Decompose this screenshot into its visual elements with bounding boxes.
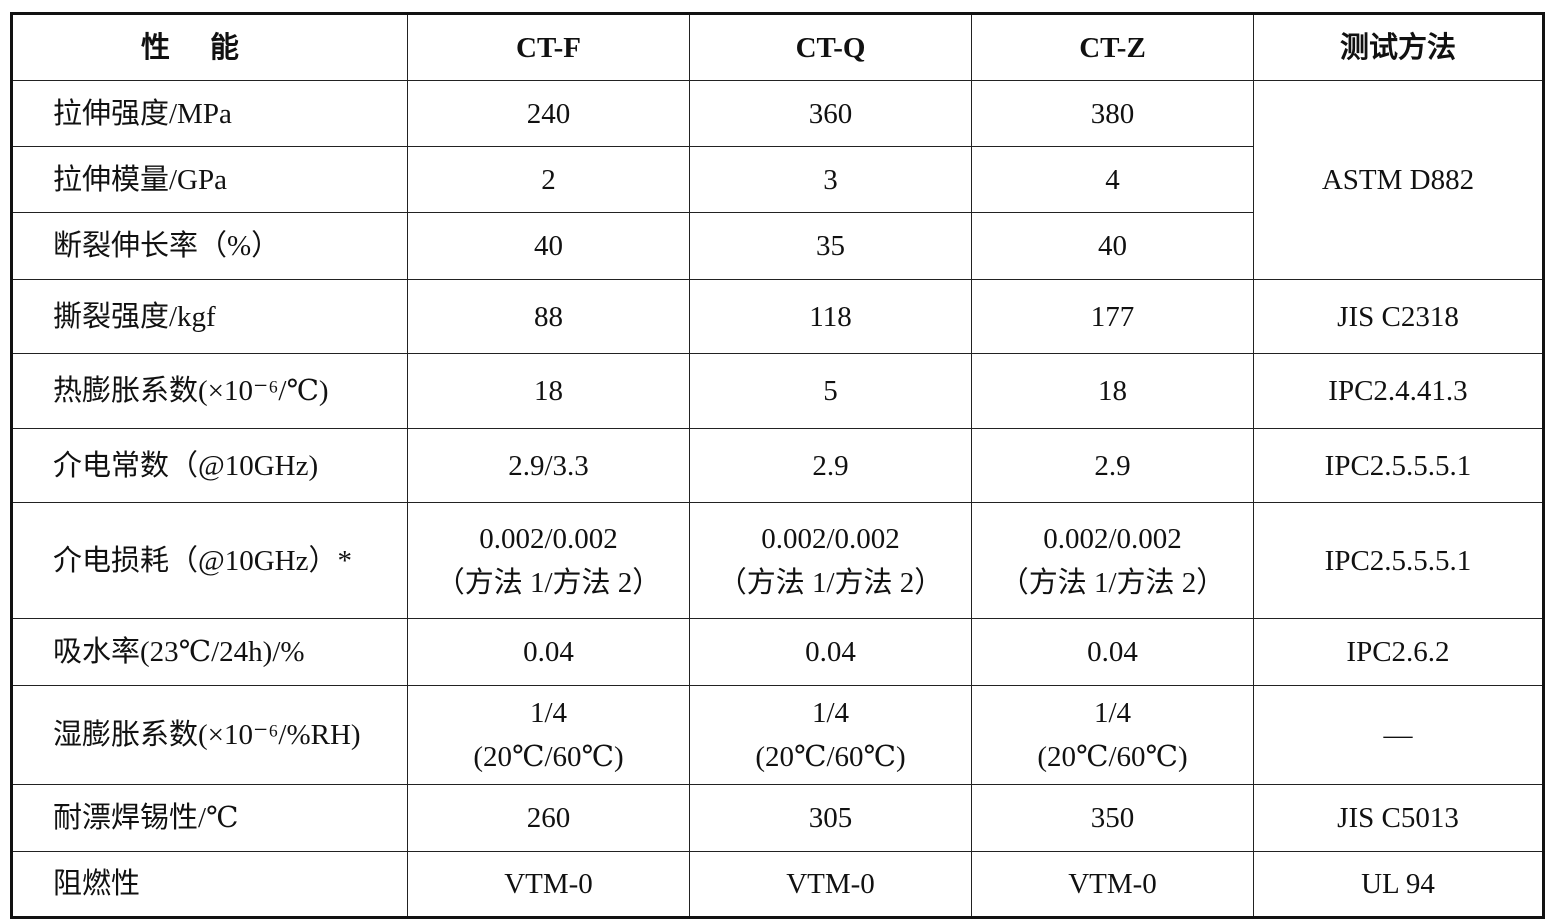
property-cell: 介电损耗（@10GHz）* xyxy=(11,502,408,619)
value-cell: 2.9 xyxy=(689,428,972,503)
value-cell: 0.04 xyxy=(689,618,972,686)
value-cell: 35 xyxy=(689,212,972,280)
value-cell: 0.002/0.002 （方法 1/方法 2） xyxy=(689,502,972,619)
value-cell: 350 xyxy=(971,784,1254,852)
value-cell: 40 xyxy=(971,212,1254,280)
value-cell: 305 xyxy=(689,784,972,852)
value-cell: 4 xyxy=(971,146,1254,213)
value-cell: VTM-0 xyxy=(407,851,690,918)
value-cell: 2 xyxy=(407,146,690,213)
value-cell: 40 xyxy=(407,212,690,280)
header-cell: CT-F xyxy=(407,13,690,81)
property-cell: 拉伸强度/MPa xyxy=(11,80,408,147)
table-row: 介电损耗（@10GHz）* 0.002/0.002 （方法 1/方法 2） 0.00… xyxy=(11,502,1544,619)
property-table: 性能 CT-F CT-Q CT-Z 测试方法 拉伸强度/MPa 240 360 380 ASTM… xyxy=(10,12,1545,919)
property-cell: 拉伸模量/GPa xyxy=(11,146,408,213)
table-row: 介电常数（@10GHz) 2.9/3.3 2.9 2.9 IPC2.5.5.5.1 xyxy=(11,428,1544,503)
value-cell: 2.9 xyxy=(971,428,1254,503)
method-cell: JIS C2318 xyxy=(1253,279,1544,354)
value-cell: 2.9/3.3 xyxy=(407,428,690,503)
value-cell: 0.04 xyxy=(407,618,690,686)
property-cell: 湿膨胀系数(×10⁻⁶/%RH) xyxy=(11,685,408,785)
value-cell: 0.002/0.002 （方法 1/方法 2） xyxy=(407,502,690,619)
header-row: 性能 CT-F CT-Q CT-Z 测试方法 xyxy=(11,13,1544,81)
method-cell: UL 94 xyxy=(1253,851,1544,918)
value-cell: 260 xyxy=(407,784,690,852)
method-cell: JIS C5013 xyxy=(1253,784,1544,852)
header-cell: 性能 xyxy=(11,13,408,81)
method-cell: IPC2.4.41.3 xyxy=(1253,353,1544,429)
property-cell: 吸水率(23℃/24h)/% xyxy=(11,618,408,686)
value-cell: 177 xyxy=(971,279,1254,354)
value-cell: 0.002/0.002 （方法 1/方法 2） xyxy=(971,502,1254,619)
method-cell: — xyxy=(1253,685,1544,785)
value-cell: 3 xyxy=(689,146,972,213)
property-cell: 热膨胀系数(×10⁻⁶/℃) xyxy=(11,353,408,429)
value-cell: 5 xyxy=(689,353,972,429)
table-row: 阻燃性 VTM-0 VTM-0 VTM-0 UL 94 xyxy=(11,851,1544,918)
value-cell: 18 xyxy=(407,353,690,429)
property-cell: 介电常数（@10GHz) xyxy=(11,428,408,503)
property-cell: 阻燃性 xyxy=(11,851,408,918)
value-cell: 360 xyxy=(689,80,972,147)
value-cell: 118 xyxy=(689,279,972,354)
value-cell: 1/4 (20℃/60℃) xyxy=(407,685,690,785)
method-cell: IPC2.5.5.5.1 xyxy=(1253,428,1544,503)
value-cell: VTM-0 xyxy=(971,851,1254,918)
property-cell: 撕裂强度/kgf xyxy=(11,279,408,354)
value-cell: 88 xyxy=(407,279,690,354)
header-cell: 测试方法 xyxy=(1253,13,1544,81)
table-row: 拉伸强度/MPa 240 360 380 ASTM D882 xyxy=(11,80,1544,280)
table-row: 拉伸模量/GPa 2 3 4 xyxy=(11,146,1544,213)
table-row: 吸水率(23℃/24h)/% 0.04 0.04 0.04 IPC2.6.2 xyxy=(11,618,1544,686)
value-cell: 380 xyxy=(971,80,1254,147)
property-cell: 耐漂焊锡性/℃ xyxy=(11,784,408,852)
header-cell: CT-Q xyxy=(689,13,972,81)
method-cell: IPC2.5.5.5.1 xyxy=(1253,502,1544,619)
value-cell: 240 xyxy=(407,80,690,147)
value-cell: 0.04 xyxy=(971,618,1254,686)
value-cell: 18 xyxy=(971,353,1254,429)
value-cell: VTM-0 xyxy=(689,851,972,918)
table-row: 断裂伸长率（%） 40 35 40 xyxy=(11,212,1544,280)
property-cell: 断裂伸长率（%） xyxy=(11,212,408,280)
method-cell: IPC2.6.2 xyxy=(1253,618,1544,686)
value-cell: 1/4 (20℃/60℃) xyxy=(971,685,1254,785)
method-cell: ASTM D882 xyxy=(1253,80,1544,280)
table-row: 湿膨胀系数(×10⁻⁶/%RH) 1/4 (20℃/60℃) 1/4 (20℃/60… xyxy=(11,685,1544,785)
table-row: 撕裂强度/kgf 88 118 177 JIS C2318 xyxy=(11,279,1544,354)
table-row: 耐漂焊锡性/℃ 260 305 350 JIS C5013 xyxy=(11,784,1544,852)
value-cell: 1/4 (20℃/60℃) xyxy=(689,685,972,785)
header-cell: CT-Z xyxy=(971,13,1254,81)
table-row: 热膨胀系数(×10⁻⁶/℃) 18 5 18 IPC2.4.41.3 xyxy=(11,353,1544,429)
